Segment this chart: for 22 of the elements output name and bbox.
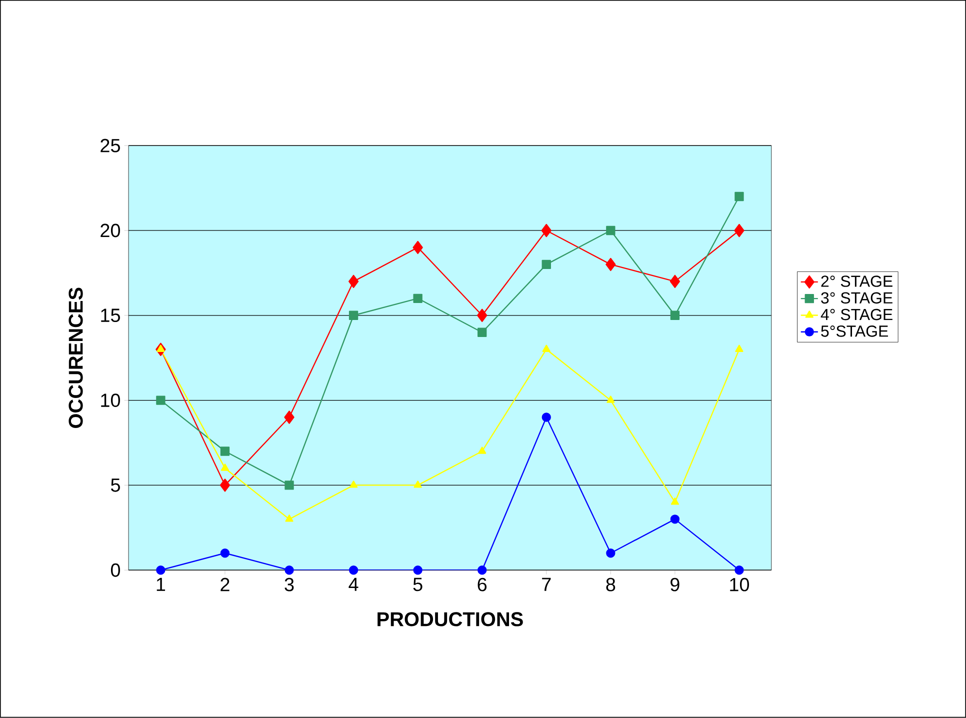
x-axis-title: PRODUCTIONS bbox=[378, 612, 523, 626]
x-tick-label: 10 bbox=[730, 578, 750, 592]
legend-label: 4° STAGE bbox=[820, 309, 892, 320]
x-tick-label: 4 bbox=[348, 578, 358, 592]
y-axis-title: OCCURENCES bbox=[68, 288, 83, 428]
x-tick-label: 8 bbox=[606, 578, 616, 592]
x-tick-label: 7 bbox=[542, 578, 551, 592]
x-tick-label: 5 bbox=[413, 578, 422, 592]
y-tick-label: 15 bbox=[101, 308, 120, 322]
legend-label: 5°STAGE bbox=[821, 326, 888, 337]
y-tick-label: 5 bbox=[110, 478, 120, 492]
y-tick-label: 10 bbox=[101, 394, 120, 408]
x-tick-label: 3 bbox=[284, 578, 294, 592]
y-tick-label: 25 bbox=[100, 139, 120, 152]
x-tick-label: 6 bbox=[478, 578, 487, 592]
x-tick-label: 1 bbox=[156, 578, 166, 592]
legend-label: 2° STAGE bbox=[821, 276, 892, 288]
legend-label: 3° STAGE bbox=[821, 292, 892, 304]
x-tick-label: 9 bbox=[670, 578, 680, 592]
x-tick-label: 2 bbox=[220, 578, 230, 592]
y-tick-label: 0 bbox=[110, 564, 120, 577]
y-tick-label: 20 bbox=[100, 224, 120, 238]
